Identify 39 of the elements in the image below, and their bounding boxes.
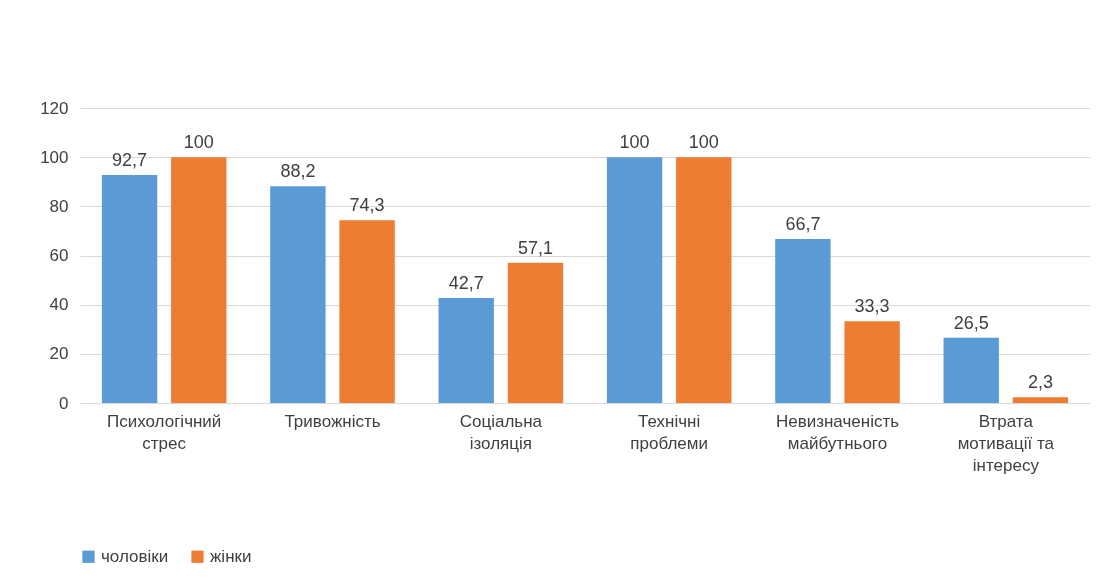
bar (1012, 397, 1069, 403)
data-label: 74,3 (349, 195, 385, 216)
bar (606, 157, 663, 403)
data-label: 100 (183, 132, 214, 153)
x-tick-label: Тривожність (284, 411, 381, 431)
x-tick-label: Втрата мотивації та інтересу (957, 411, 1055, 475)
bar (171, 157, 227, 403)
bar (101, 175, 158, 403)
y-tick-label: 80 (49, 196, 69, 216)
bar (270, 186, 326, 403)
y-tick-label: 60 (49, 246, 69, 265)
data-label: 42,7 (448, 273, 484, 294)
legend-label: чоловіки (101, 546, 169, 566)
y-tick-label: 100 (40, 147, 69, 167)
y-tick-label: 120 (40, 98, 69, 118)
x-tick-label: Невизначеність майбутнього (775, 411, 900, 453)
data-label: 33,3 (854, 296, 890, 317)
data-label: 100 (688, 132, 719, 153)
data-label: 2,3 (1027, 372, 1053, 393)
data-label: 100 (619, 132, 650, 153)
bar (775, 239, 831, 403)
bar (676, 157, 732, 403)
bar (507, 262, 564, 403)
x-tick-label: Технічні проблеми (630, 411, 708, 453)
bar (438, 298, 494, 403)
data-label: 92,7 (112, 150, 148, 171)
x-tick-label: Соціальна ізоляція (459, 411, 543, 453)
bar (844, 321, 900, 403)
legend-label: жінки (210, 546, 252, 566)
data-label: 57,1 (517, 237, 553, 258)
x-tick-label: Психологічний стрес (106, 411, 222, 453)
data-label: 88,2 (280, 161, 316, 182)
bar (943, 337, 999, 403)
y-tick-label: 40 (49, 295, 69, 315)
data-label: 66,7 (785, 214, 821, 235)
bar (339, 220, 395, 403)
y-tick-label: 20 (49, 344, 69, 364)
data-label: 26,5 (953, 312, 989, 333)
y-tick-label: 0 (59, 393, 69, 413)
